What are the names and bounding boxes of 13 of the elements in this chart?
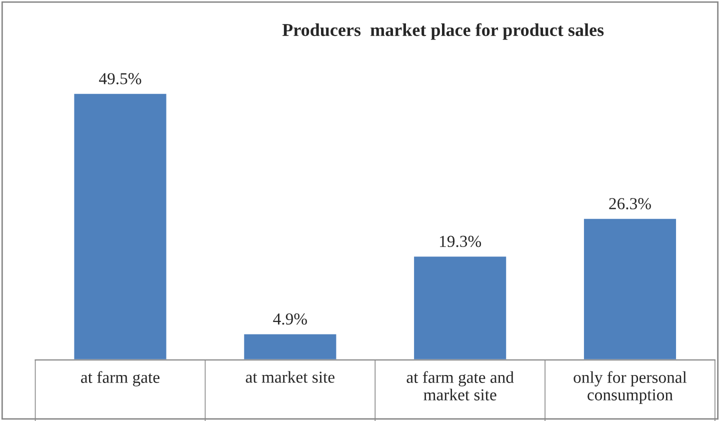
x-tick-label: at farm gate and market site (406, 371, 514, 400)
bar (412, 255, 508, 360)
chart-title: Producers market place for product sales (282, 23, 604, 40)
data-label: 49.5% (99, 73, 142, 84)
x-tick-label: at market site (246, 371, 334, 383)
bar (72, 92, 168, 360)
data-label: 19.3% (440, 236, 482, 248)
data-label: 4.9% (273, 313, 307, 325)
data-label: 26.3% (609, 198, 651, 210)
bar (582, 218, 678, 360)
x-tick-label: at farm gate (81, 371, 160, 386)
x-tick-label: only for personal consumption (574, 371, 687, 404)
bar (242, 332, 338, 360)
